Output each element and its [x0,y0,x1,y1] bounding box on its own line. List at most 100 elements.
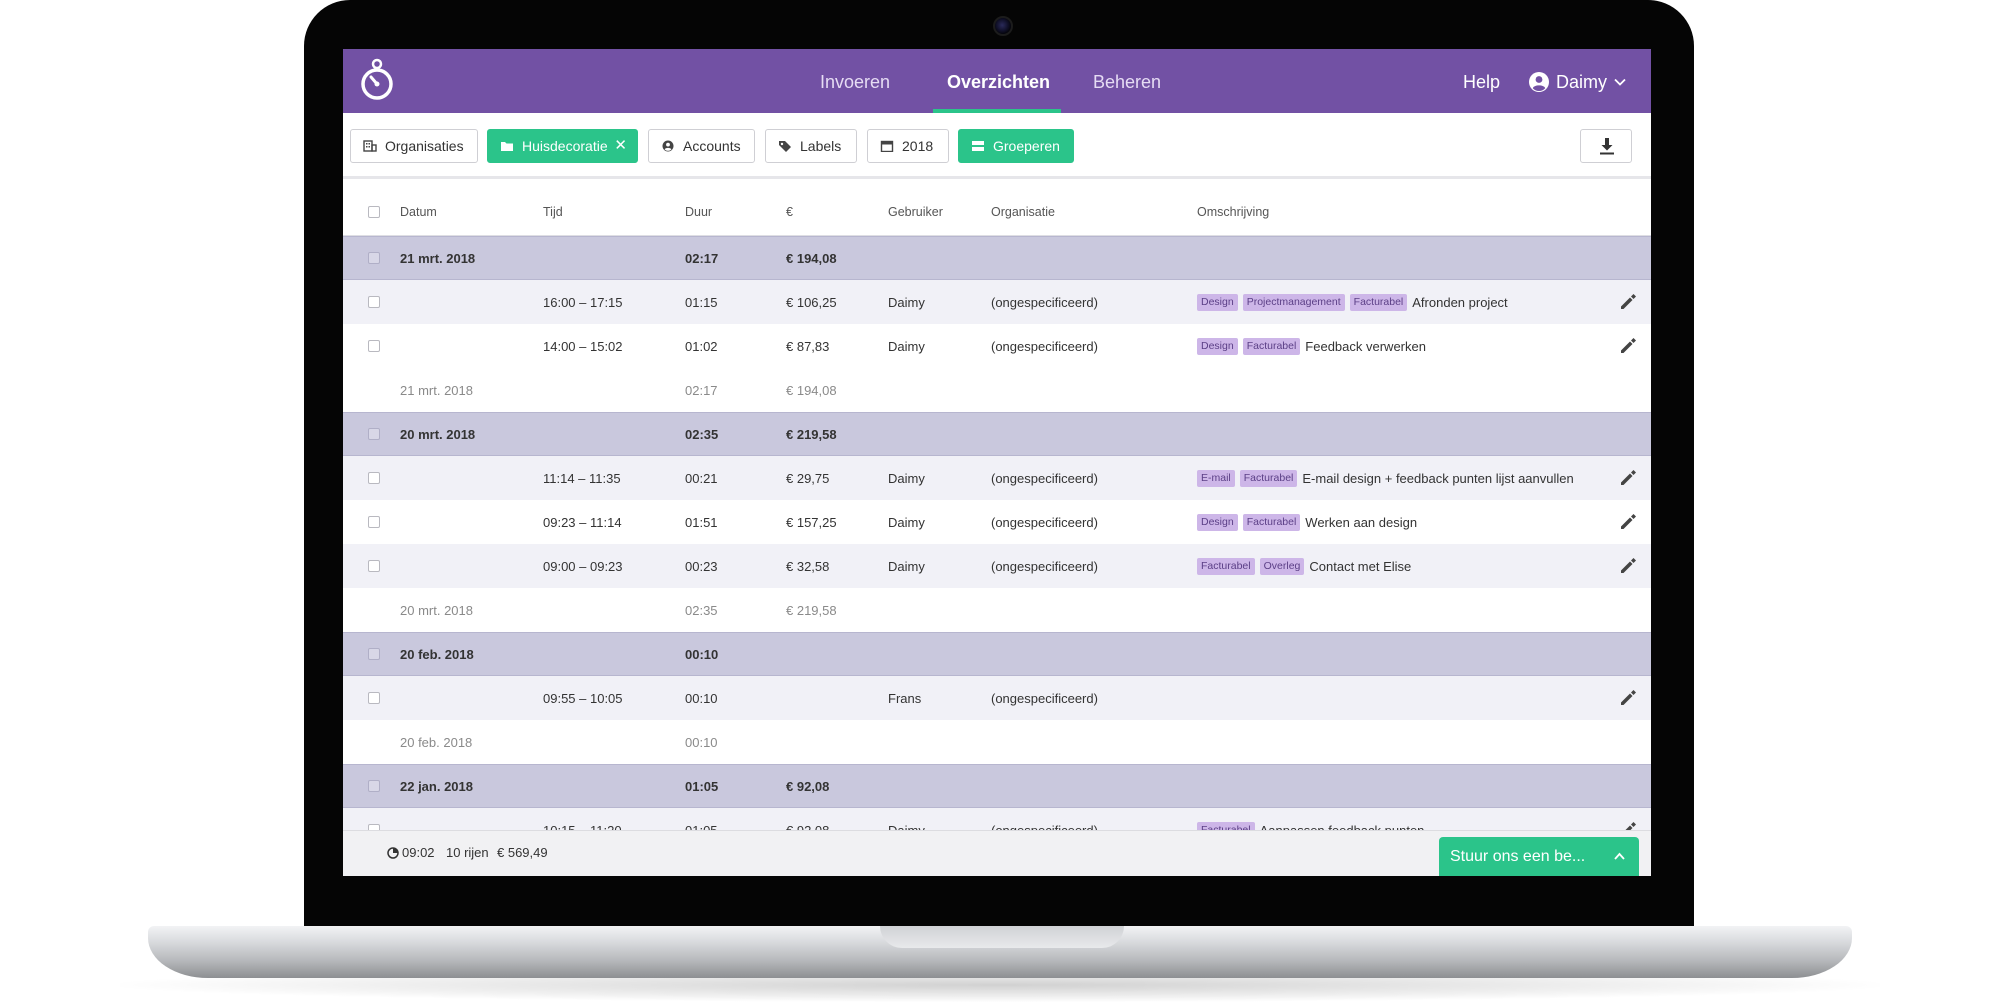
entry-description: Design Facturabel Feedback verwerken [1197,324,1426,368]
entry-amount: € 32,58 [786,558,830,574]
group-total-duration: 02:35 [685,602,718,618]
nav-overzichten[interactable]: Overzichten [947,72,1051,92]
groeperen-button[interactable]: Groeperen [958,129,1074,163]
edit-pencil-icon[interactable] [1619,469,1637,487]
entry-description-text: Contact met Elise [1309,558,1412,574]
accounts-button[interactable]: Accounts [648,129,755,163]
tag-badge[interactable]: Projectmanagement [1242,293,1345,311]
group-row[interactable]: 22 jan. 2018 01:05 € 92,08 [343,764,1651,808]
tag-badge[interactable]: Facturabel [1239,469,1298,487]
entry-description: Design Facturabel Werken aan design [1197,500,1417,544]
tag-badge[interactable]: Design [1197,513,1238,531]
year-button[interactable]: 2018 [867,129,949,163]
table-row[interactable]: 14:00 – 15:02 01:02 € 87,83 Daimy (ongespeci… [343,324,1651,368]
group-date: 22 jan. 2018 [400,778,473,794]
group-checkbox[interactable] [368,780,380,792]
group-duration: 00:10 [685,646,719,662]
labels-button[interactable]: Labels [765,129,857,163]
edit-pencil-icon[interactable] [1619,293,1637,311]
nav-help[interactable]: Help [1463,72,1501,92]
col-tijd[interactable]: Tijd [543,204,563,219]
labels-label: Labels [800,138,842,154]
row-checkbox[interactable] [368,472,380,484]
table-row[interactable]: 11:14 – 11:35 00:21 € 29,75 Daimy (ongespeci… [343,456,1651,500]
table-row[interactable]: 09:55 – 10:05 00:10 Frans (ongespecificeerd… [343,676,1651,720]
laptop-base-notch [880,926,1124,948]
row-checkbox[interactable] [368,296,380,308]
entry-amount: € 157,25 [786,514,837,530]
entry-user: Frans [888,690,922,706]
organisaties-label: Organisaties [385,138,464,154]
col-euro[interactable]: € [786,204,793,219]
tag-badge[interactable]: Design [1197,293,1238,311]
edit-pencil-icon[interactable] [1619,337,1637,355]
group-date: 20 feb. 2018 [400,646,474,662]
tag-badge[interactable]: Overleg [1259,557,1305,575]
col-gebruiker[interactable]: Gebruiker [888,204,943,219]
footer-total-amount: € 569,49 [497,845,548,860]
app-screen: Invoeren Overzichten Beheren Help Daimy … [343,49,1651,876]
edit-pencil-icon[interactable] [1619,557,1637,575]
nav-invoeren[interactable]: Invoeren [820,72,891,92]
group-row[interactable]: 20 feb. 2018 00:10 [343,632,1651,676]
huisdecoratie-label: Huisdecoratie [522,138,608,154]
col-datum[interactable]: Datum [400,204,437,219]
entry-description: Facturabel Overleg Contact met Elise [1197,544,1411,588]
group-amount: € 92,08 [786,778,830,794]
group-total-duration: 02:17 [685,382,718,398]
entry-organisation: (ongespecificeerd) [991,338,1098,354]
group-total-row: 20 mrt. 2018 02:35 € 219,58 [343,588,1651,632]
group-duration: 02:35 [685,426,719,442]
table-body: 21 mrt. 2018 02:17 € 194,08 16:00 – 17:15 01… [343,236,1651,852]
groeperen-label: Groeperen [993,138,1060,154]
entry-time: 16:00 – 17:15 [543,294,623,310]
tag-badge[interactable]: E-mail [1197,469,1235,487]
row-checkbox[interactable] [368,516,380,528]
group-row[interactable]: 21 mrt. 2018 02:17 € 194,08 [343,236,1651,280]
entry-duration: 00:21 [685,470,718,486]
group-amount: € 194,08 [786,250,837,266]
group-checkbox[interactable] [368,252,380,264]
user-avatar-icon[interactable] [1529,72,1549,92]
entry-duration: 00:23 [685,558,718,574]
table-row[interactable]: 09:23 – 11:14 01:51 € 157,25 Daimy (ongespec… [343,500,1651,544]
user-menu[interactable]: Daimy [1556,72,1608,92]
entry-amount: € 106,25 [786,294,837,310]
col-omschrijving[interactable]: Omschrijving [1197,204,1270,219]
download-button[interactable] [1580,129,1632,163]
tag-badge[interactable]: Facturabel [1197,557,1255,575]
edit-pencil-icon[interactable] [1619,513,1637,531]
table-row[interactable]: 09:00 – 09:23 00:23 € 32,58 Daimy (ongespeci… [343,544,1651,588]
nav-beheren[interactable]: Beheren [1093,72,1162,92]
tag-badge[interactable]: Design [1197,337,1238,355]
organisaties-button[interactable]: Organisaties [350,129,478,163]
group-checkbox[interactable] [368,648,380,660]
col-duur[interactable]: Duur [685,204,713,219]
close-icon[interactable]: ✕ [614,137,627,154]
tag-badge[interactable]: Facturabel [1242,337,1301,355]
huisdecoratie-filter[interactable]: Huisdecoratie ✕ [487,129,638,163]
tag-icon [779,141,791,152]
group-row[interactable]: 20 mrt. 2018 02:35 € 219,58 [343,412,1651,456]
group-total-row: 20 feb. 2018 00:10 [343,720,1651,764]
tag-badge[interactable]: Facturabel [1349,293,1408,311]
navbar: Invoeren Overzichten Beheren Help Daimy [343,49,1651,113]
col-organisatie[interactable]: Organisatie [991,204,1055,219]
entry-time: 09:00 – 09:23 [543,558,623,574]
chevron-down-icon[interactable] [1614,78,1626,87]
row-checkbox[interactable] [368,340,380,352]
tag-badge[interactable]: Facturabel [1242,513,1301,531]
row-checkbox[interactable] [368,560,380,572]
select-all-checkbox[interactable] [368,205,380,218]
stopwatch-logo-icon[interactable] [357,57,397,103]
user-circle-icon [662,140,674,152]
download-icon [1600,138,1614,155]
row-checkbox[interactable] [368,692,380,704]
entry-duration: 01:15 [685,294,718,310]
feedback-button[interactable]: Stuur ons een be... [1439,837,1639,876]
footer-row-count: 10 rijen [446,845,489,860]
table-row[interactable]: 16:00 – 17:15 01:15 € 106,25 Daimy (ongespec… [343,280,1651,324]
edit-pencil-icon[interactable] [1619,689,1637,707]
entry-description-text: E-mail design + feedback punten lijst aa… [1302,470,1574,486]
group-checkbox[interactable] [368,428,380,440]
